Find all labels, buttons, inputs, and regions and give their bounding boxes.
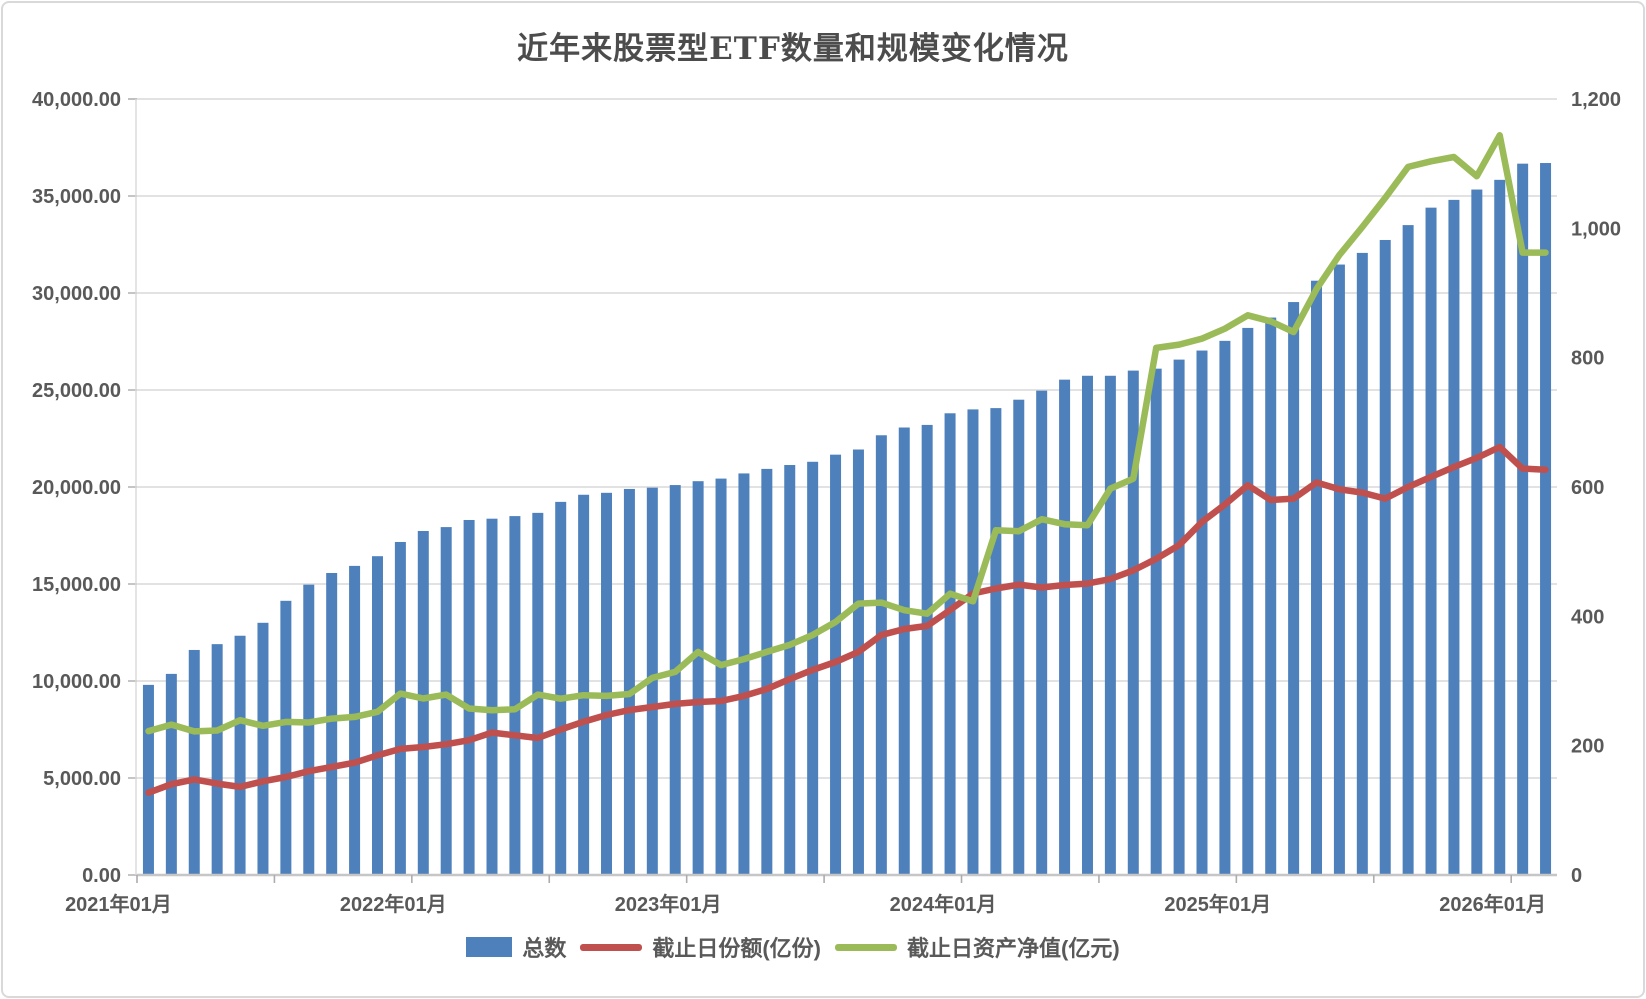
nav-line [145,132,1549,735]
bar [990,408,1002,875]
right-axis-tick-label: 600 [1571,477,1604,499]
bar [1173,359,1185,875]
legend-label-shares: 截止日份额(亿份) [652,936,821,961]
bar [944,413,956,875]
bar [1425,207,1437,875]
bar [1150,368,1162,875]
left-axis-tick-label: 40,000.00 [32,89,121,111]
left-axis-tick-label: 15,000.00 [32,574,121,596]
bar [1402,225,1414,876]
x-axis-label: 2023年01月 [615,892,722,916]
left-axis-tick-label: 25,000.00 [32,380,121,402]
bar [921,424,933,875]
bar [555,501,567,875]
bar [1333,264,1345,876]
bar [486,518,498,875]
legend: 总数 截止日份额(亿份) 截止日资产净值(亿元) [3,931,1583,963]
left-axis-tick-label: 20,000.00 [32,477,121,499]
bar [417,530,429,875]
bar [623,488,635,875]
bar [1242,327,1254,875]
bar [852,449,864,875]
total-bar-swatch-icon [466,937,513,957]
bar [1379,239,1391,875]
legend-label-nav: 截止日资产净值(亿元) [907,936,1120,961]
bar [280,600,292,875]
bar [257,622,269,875]
bar [578,494,590,875]
right-axis-tick-label: 1,200 [1571,89,1621,111]
left-axis-tick-label: 5,000.00 [43,768,121,790]
bar [1517,163,1529,875]
bar [1013,399,1025,875]
bar [326,573,338,875]
bar [967,409,979,875]
bar [1311,280,1323,875]
bar [715,478,727,875]
bar [1540,163,1552,875]
bar [394,541,406,875]
bar [303,584,315,875]
bar [142,684,154,875]
bar [1288,302,1300,875]
left-axis-tick-label: 30,000.00 [32,283,121,305]
left-axis-tick-label: 0.00 [82,865,121,887]
bar [234,635,246,875]
bar [1356,252,1368,875]
bar [463,519,475,875]
bar [509,516,521,875]
bar [738,473,750,875]
bar [371,556,383,875]
right-axis-tick-label: 200 [1571,736,1604,758]
bar [669,485,681,875]
bar [349,565,361,875]
bar [440,527,452,875]
bar [165,673,177,875]
bar [1265,317,1277,875]
bar [1104,375,1116,875]
bar [1219,340,1231,875]
bar [1036,390,1048,875]
x-axis-label: 2024年01月 [890,892,997,916]
legend-item-total: 总数 [466,931,566,963]
bar [1081,375,1093,875]
shares-line-swatch-icon [580,943,643,951]
left-axis-tick-label: 10,000.00 [32,671,121,693]
chart-title: 近年来股票型ETF数量和规模变化情况 [517,31,1069,67]
bar [1448,199,1460,875]
bar [898,427,910,875]
bar [211,644,223,875]
right-axis-tick-label: 800 [1571,348,1604,370]
legend-label-total: 总数 [522,936,567,961]
etf-combo-chart: 0.00 5,000.00 10,000.00 15,000.00 20,000.00 2… [32,89,1621,916]
legend-item-nav: 截止日资产净值(亿元) [835,931,1120,963]
x-axis-label: 2022年01月 [340,892,447,916]
bar [875,435,887,875]
nav-line-swatch-icon [835,943,897,951]
legend-item-shares: 截止日份额(亿份) [580,931,821,963]
left-axis-tick-label: 35,000.00 [32,186,121,208]
bar [692,481,704,875]
x-axis-label: 2025年01月 [1164,892,1271,916]
bar [188,649,200,875]
bar [1196,350,1208,875]
bar [1471,189,1483,876]
x-axis-label: 2021年01月 [65,892,172,916]
bar [1059,379,1071,875]
right-axis-tick-label: 1,000 [1571,218,1621,240]
x-axis-label: 2026年01月 [1439,892,1546,916]
bar [784,465,796,875]
shares-line [145,443,1549,796]
bar [1494,179,1506,876]
bar [601,492,613,875]
bar [761,468,773,875]
bar [1127,370,1139,875]
right-axis-tick-label: 400 [1571,606,1604,628]
right-axis-tick-label: 0 [1571,865,1582,887]
